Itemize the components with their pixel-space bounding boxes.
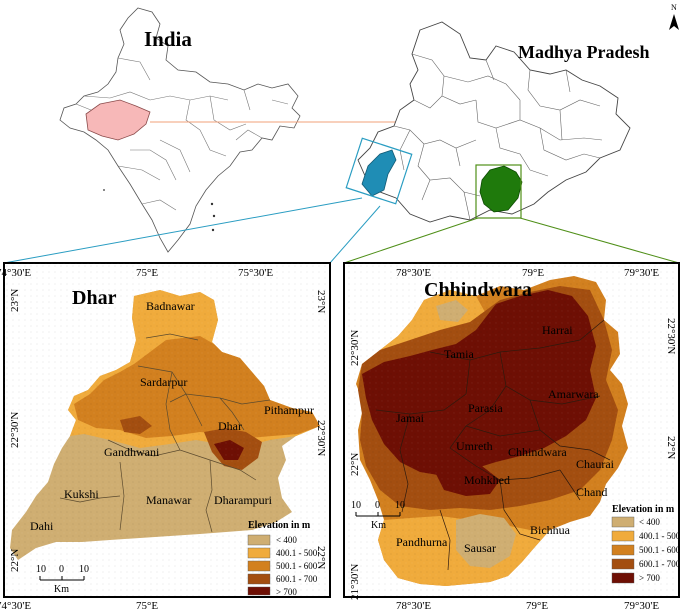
chh-legend-swatch-2 bbox=[611, 530, 635, 542]
dhar-legend-label-4: 600.1 - 700 bbox=[276, 574, 318, 584]
dhar-title: Dhar bbox=[72, 287, 117, 309]
chh-district-amarwara: Amarwara bbox=[548, 387, 599, 401]
mp-dhar-highlight bbox=[361, 149, 397, 197]
chhindwara-title: Chhindwara bbox=[424, 279, 532, 301]
chh-district-sausar: Sausar bbox=[464, 541, 496, 555]
chh-district-mohkhed: Mohkhed bbox=[464, 473, 510, 487]
dhar-district-dharampuri: Dharampuri bbox=[214, 493, 273, 507]
chh-scale-tick-3: 10 bbox=[395, 500, 405, 511]
dhar-legend-title: Elevation in m bbox=[248, 520, 311, 531]
chh-connector-left bbox=[343, 217, 479, 264]
chh-left-tick-1: 22°30'N bbox=[349, 330, 361, 366]
chh-right-tick-1: 22°30'N bbox=[665, 318, 677, 354]
india-label: India bbox=[144, 27, 192, 51]
mp-chhindwara-highlight bbox=[479, 165, 523, 213]
chh-connector-right bbox=[519, 217, 680, 264]
dhar-top-tick-3: 75°30'E bbox=[238, 267, 273, 279]
dhar-map bbox=[4, 263, 330, 597]
dhar-legend-swatch-4 bbox=[247, 573, 271, 585]
chh-right-tick-2: 22°N bbox=[665, 436, 677, 459]
chh-legend: Elevation in m < 400 400.1 - 500 500.1 -… bbox=[611, 504, 681, 584]
dhar-left-tick-3: 22°N bbox=[9, 549, 21, 572]
chh-district-bichhua: Bichhua bbox=[530, 523, 571, 537]
dhar-scale-unit: Km bbox=[54, 584, 69, 595]
dhar-district-dahi: Dahi bbox=[30, 519, 54, 533]
chh-top-tick-3: 79°30'E bbox=[624, 267, 659, 279]
dhar-legend-swatch-3 bbox=[247, 560, 271, 572]
madhya-pradesh-map bbox=[345, 21, 631, 223]
dhar-district-manawar: Manawar bbox=[146, 493, 191, 507]
chh-district-tamia: Tamia bbox=[444, 347, 474, 361]
dhar-district-gandhwani: Gandhwani bbox=[104, 445, 160, 459]
chh-district-chaurai: Chaurai bbox=[576, 457, 615, 471]
chh-legend-swatch-3 bbox=[611, 544, 635, 556]
dhar-left-tick-1: 23°N bbox=[9, 289, 21, 312]
chh-legend-swatch-4 bbox=[611, 558, 635, 570]
chh-bottom-tick-1: 21°30'N bbox=[349, 564, 361, 600]
north-arrow-icon bbox=[669, 14, 679, 30]
dhar-legend-label-3: 500.1 - 600 bbox=[276, 561, 318, 571]
chh-legend-label-4: 600.1 - 700 bbox=[639, 559, 681, 569]
dhar-legend: Elevation in m < 400 400.1 - 500 500.1 -… bbox=[247, 520, 318, 597]
dhar-right-tick-2: 22°30'N bbox=[315, 420, 327, 456]
chh-district-chhindwara: Chhindwara bbox=[508, 445, 567, 459]
dhar-left-tick-2: 22°30'N bbox=[9, 412, 21, 448]
dhar-legend-label-5: > 700 bbox=[276, 587, 297, 597]
chh-bottom-tick-4: 79°30'E bbox=[624, 600, 659, 611]
chh-legend-label-1: < 400 bbox=[639, 517, 660, 527]
dhar-district-sardarpur: Sardarpur bbox=[140, 375, 187, 389]
chh-bottom-tick-2: 78°30'E bbox=[396, 600, 431, 611]
dhar-scale-tick-2: 0 bbox=[59, 564, 64, 575]
chh-legend-swatch-1 bbox=[611, 516, 635, 528]
chh-left-tick-2: 22°N bbox=[349, 453, 361, 476]
dhar-top-tick-1: 74°30'E bbox=[0, 267, 31, 279]
dhar-right-tick-1: 23°N bbox=[315, 290, 327, 313]
dhar-right-tick-3: 22°N bbox=[315, 546, 327, 569]
chh-legend-swatch-5 bbox=[611, 572, 635, 584]
india-map bbox=[59, 7, 301, 253]
dhar-district-dhar: Dhar bbox=[218, 419, 242, 433]
chhindwara-map bbox=[344, 263, 679, 597]
dhar-bottom-tick-1: 74°30'E bbox=[0, 600, 31, 611]
dhar-legend-swatch-1 bbox=[247, 534, 271, 546]
dhar-legend-swatch-5 bbox=[247, 586, 271, 596]
dhar-top-tick-2: 75°E bbox=[136, 267, 158, 279]
north-label: N bbox=[671, 3, 677, 12]
chh-bottom-tick-3: 79°E bbox=[526, 600, 548, 611]
dhar-district-badnawar: Badnawar bbox=[146, 299, 195, 313]
chh-district-parasia: Parasia bbox=[468, 401, 503, 415]
dhar-scale-tick-1: 10 bbox=[36, 564, 46, 575]
chh-legend-label-3: 500.1 - 600 bbox=[639, 545, 681, 555]
chh-scale-tick-2: 0 bbox=[375, 500, 380, 511]
chh-district-chand: Chand bbox=[576, 485, 607, 499]
dhar-connector-left bbox=[3, 197, 363, 264]
dhar-bottom-tick-2: 75°E bbox=[136, 600, 158, 611]
chh-top-tick-2: 79°E bbox=[522, 267, 544, 279]
dhar-legend-label-2: 400.1 - 500 bbox=[276, 548, 318, 558]
india-mp-highlight bbox=[85, 99, 151, 141]
dhar-legend-label-1: < 400 bbox=[276, 535, 297, 545]
chh-district-umreth: Umreth bbox=[456, 439, 493, 453]
dhar-legend-swatch-2 bbox=[247, 547, 271, 559]
chh-district-harrai: Harrai bbox=[542, 323, 573, 337]
chh-district-pandhurna: Pandhurna bbox=[396, 535, 448, 549]
dhar-scale-bar bbox=[39, 576, 85, 581]
mp-label: Madhya Pradesh bbox=[518, 42, 650, 62]
chh-legend-label-2: 400.1 - 500 bbox=[639, 531, 681, 541]
chh-scale-bar bbox=[355, 512, 401, 517]
dhar-district-kukshi: Kukshi bbox=[64, 487, 99, 501]
chh-legend-title: Elevation in m bbox=[612, 504, 675, 515]
chh-top-tick-1: 78°30'E bbox=[396, 267, 431, 279]
chh-scale-unit: Km bbox=[371, 520, 386, 531]
chh-legend-label-5: > 700 bbox=[639, 573, 660, 583]
dhar-scale-tick-3: 10 bbox=[79, 564, 89, 575]
dhar-connector-right bbox=[329, 205, 381, 264]
chh-district-jamai: Jamai bbox=[396, 411, 425, 425]
chh-scale-tick-1: 10 bbox=[351, 500, 361, 511]
dhar-district-pithampur: Pithampur bbox=[264, 403, 314, 417]
